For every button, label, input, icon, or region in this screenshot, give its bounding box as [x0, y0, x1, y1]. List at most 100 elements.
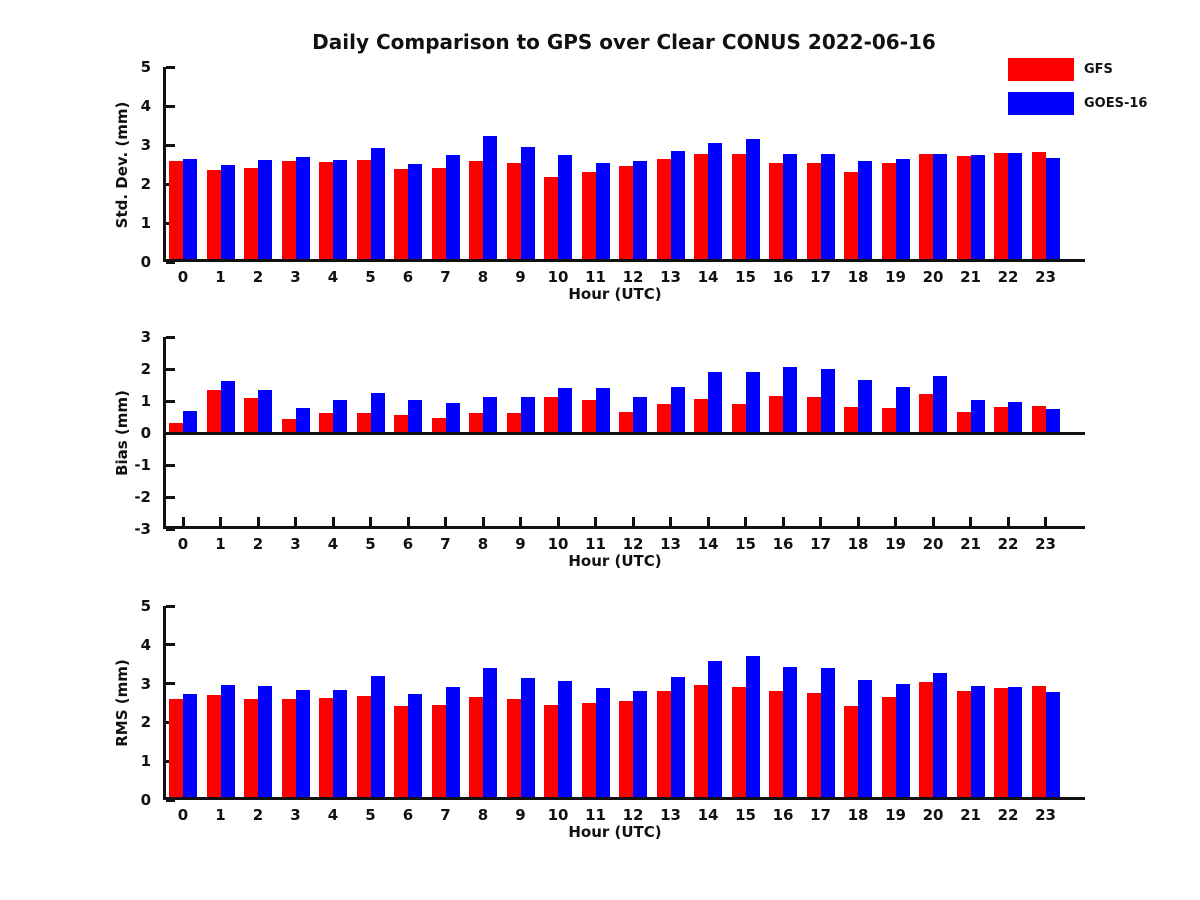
- y-tick-label: 1: [140, 392, 151, 410]
- bar-gfs-h15: [731, 153, 746, 262]
- bar-gfs-h20: [919, 153, 933, 262]
- bar-goes16-h5: [370, 676, 385, 800]
- x-tick: [219, 250, 222, 259]
- y-tick: [166, 260, 175, 264]
- x-tick-label: 21: [960, 535, 981, 553]
- bar-goes16-h12: [633, 690, 647, 800]
- bar-goes16-h7: [445, 687, 460, 800]
- x-tick: [1044, 517, 1047, 526]
- x-tick-label: 1: [215, 268, 226, 286]
- y-tick-label: 3: [140, 328, 151, 346]
- y-tick: [166, 720, 175, 724]
- y-tick: [166, 367, 175, 371]
- x-tick: [444, 788, 447, 797]
- x-tick-label: 12: [622, 806, 644, 824]
- bar-gfs-h7: [431, 704, 446, 800]
- zero-line: [163, 431, 1085, 435]
- bar-gfs-h22: [994, 687, 1008, 800]
- bar-goes16-h13: [670, 386, 685, 433]
- x-tick-label: 15: [735, 268, 756, 286]
- x-tick: [406, 517, 410, 526]
- x-tick-label: 20: [922, 268, 944, 286]
- x-tick: [481, 517, 485, 526]
- bar-gfs-h16: [769, 395, 783, 433]
- bar-goes16-h5: [370, 392, 385, 433]
- bar-goes16-h11: [595, 163, 610, 262]
- x-tick-label: 15: [735, 806, 756, 824]
- x-tick-label: 7: [440, 268, 451, 286]
- bar-goes16-h6: [408, 399, 422, 433]
- x-tick-label: 3: [290, 268, 301, 286]
- x-tick-label: 0: [177, 535, 189, 553]
- x-tick: [1044, 250, 1047, 259]
- legend: GFS GOES-16: [1008, 58, 1147, 126]
- x-tick-label: 10: [547, 806, 569, 824]
- x-tick: [894, 250, 897, 259]
- bar-goes16-h18: [858, 161, 872, 262]
- x-tick: [819, 517, 822, 526]
- bar-gfs-h22: [994, 406, 1008, 433]
- legend-label-goes16: GOES-16: [1084, 96, 1148, 111]
- bar-gfs-h2: [244, 168, 258, 262]
- y-tick-label: -3: [134, 520, 151, 538]
- bar-gfs-h18: [844, 406, 858, 433]
- bar-goes16-h21: [970, 400, 985, 433]
- bar-goes16-h3: [295, 690, 310, 800]
- bar-gfs-h15: [731, 403, 746, 433]
- y-tick-label: 2: [140, 175, 151, 193]
- y-tick: [166, 604, 175, 608]
- y-tick: [166, 798, 175, 802]
- x-tick-label: 9: [515, 268, 526, 286]
- bar-goes16-h7: [445, 154, 460, 262]
- x-tick: [631, 788, 635, 797]
- bar-gfs-h10: [544, 704, 558, 800]
- x-tick-label: 9: [515, 535, 526, 553]
- bar-goes16-h0: [183, 158, 197, 262]
- x-tick-label: 17: [810, 535, 831, 553]
- bar-goes16-h10: [558, 680, 572, 800]
- x-tick-label: 17: [810, 268, 831, 286]
- bar-goes16-h1: [220, 380, 235, 433]
- x-tick: [969, 250, 972, 259]
- y-tick-label: 1: [140, 214, 151, 232]
- bar-goes16-h6: [408, 694, 422, 800]
- x-tick: [931, 788, 935, 797]
- x-axis-title-rms: Hour (UTC): [568, 823, 662, 841]
- y-tick: [166, 495, 175, 499]
- x-tick-label: 2: [252, 806, 264, 824]
- bar-gfs-h13: [656, 404, 671, 433]
- x-tick: [706, 517, 710, 526]
- x-tick-label: 6: [402, 268, 414, 286]
- legend-entry-gfs: GFS: [1008, 58, 1147, 81]
- x-tick: [556, 788, 560, 797]
- bar-gfs-h13: [656, 691, 671, 800]
- bar-gfs-h0: [169, 699, 183, 800]
- y-tick: [166, 759, 175, 763]
- x-tick: [331, 788, 335, 797]
- y-tick-label: 0: [140, 424, 151, 442]
- y-axis-title-bias: Bias (mm): [113, 390, 131, 476]
- x-tick-label: 8: [477, 806, 489, 824]
- y-tick-label: 0: [140, 253, 151, 271]
- x-tick: [331, 517, 335, 526]
- x-tick-label: 14: [697, 535, 719, 553]
- x-tick-label: 19: [885, 535, 906, 553]
- bar-gfs-h1: [206, 169, 221, 262]
- bar-gfs-h21: [956, 155, 971, 262]
- bar-gfs-h20: [919, 393, 933, 433]
- bar-goes16-h23: [1045, 692, 1060, 800]
- x-tick-label: 9: [515, 806, 526, 824]
- bar-goes16-h22: [1008, 401, 1022, 433]
- bar-gfs-h17: [806, 163, 821, 262]
- bar-goes16-h17: [820, 368, 835, 433]
- x-tick: [481, 250, 485, 259]
- x-tick: [181, 788, 185, 797]
- bar-gfs-h8: [469, 697, 483, 800]
- bar-goes16-h4: [333, 690, 347, 800]
- bar-gfs-h12: [619, 701, 633, 800]
- x-tick: [256, 517, 260, 526]
- bar-goes16-h21: [970, 154, 985, 262]
- plot-area-bias: -3 -2 -1 0 1 2 3 0 1 2 3 4 5 6 7 8 9 10 11 12 13 14 15 16 17 18 19…: [134, 328, 1085, 553]
- x-tick-label: 22: [997, 268, 1019, 286]
- x-tick-label: 11: [585, 268, 606, 286]
